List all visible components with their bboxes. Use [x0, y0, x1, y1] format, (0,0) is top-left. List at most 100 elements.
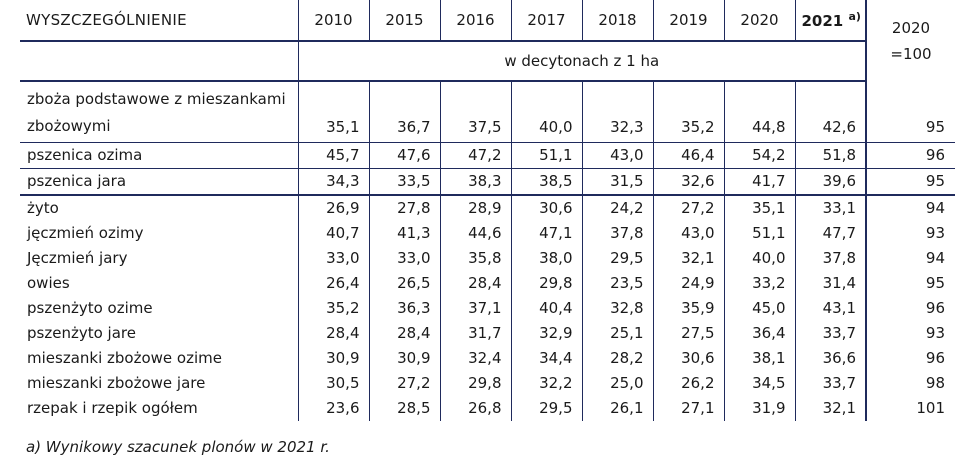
row-value: 45,0: [723, 296, 795, 321]
row-value: 24,2: [581, 195, 653, 221]
row-name: pszenica ozima: [20, 142, 298, 169]
table-row: mieszanki zbożowe jare 30,5 27,2 29,8 32,2 25…: [20, 371, 955, 396]
row-name: pszenżyto ozime: [27, 299, 153, 317]
row-value: 30,6: [652, 346, 724, 371]
row-index: 95: [866, 168, 955, 196]
row-value: 34,4: [510, 346, 582, 371]
header-year: 2017: [510, 0, 582, 42]
row-value: 24,9: [652, 271, 724, 296]
row-value: 27,1: [652, 396, 724, 421]
row-value: 23,6: [297, 396, 369, 421]
row-name: zboża podstawowe z mieszankami zbożowymi: [20, 81, 298, 143]
row-value: 32,3: [581, 81, 653, 143]
row-value: 34,3: [297, 168, 369, 196]
table-row: owies 26,4 26,5 28,4 29,8 23,5 24,9 33,2 31,4 95: [20, 271, 955, 296]
row-value: 35,1: [297, 81, 369, 143]
row-name: Jęczmień jary: [27, 249, 128, 267]
row-value: 26,4: [297, 271, 369, 296]
row-index: 93: [925, 324, 945, 342]
row-value: 38,0: [510, 246, 582, 271]
row-value: 29,8: [510, 271, 582, 296]
header-year: 2018: [581, 0, 653, 42]
row-value: 33,5: [368, 168, 440, 196]
row-value: 39,6: [794, 168, 867, 196]
row-name: pszenżyto jare: [27, 324, 136, 342]
row-value: 33,0: [368, 246, 440, 271]
index-line1: 2020: [891, 18, 931, 37]
row-value: 35,1: [723, 195, 795, 221]
row-value: 35,8: [439, 246, 511, 271]
row-value: 36,4: [723, 321, 795, 346]
row-value: 47,7: [794, 221, 867, 246]
row-value: 28,4: [439, 271, 511, 296]
row-value: 51,1: [723, 221, 795, 246]
row-value: 47,2: [439, 142, 511, 169]
row-value: 32,2: [510, 371, 582, 396]
row-value: 43,0: [652, 221, 724, 246]
highlight-footnote-mark: a): [848, 10, 861, 23]
header-year: 2010: [297, 0, 369, 42]
row-value: 31,7: [439, 321, 511, 346]
row-value: 30,5: [297, 371, 369, 396]
row-value: 40,0: [723, 246, 795, 271]
row-value: 43,0: [581, 142, 653, 169]
row-value: 47,1: [510, 221, 582, 246]
row-value: 32,9: [510, 321, 582, 346]
row-value: 37,1: [439, 296, 511, 321]
row-value: 37,8: [794, 246, 867, 271]
table-body: zboża podstawowe z mieszankami zbożowymi…: [20, 81, 955, 421]
row-value: 54,2: [723, 142, 795, 169]
row-value: 26,2: [652, 371, 724, 396]
row-name: pszenica jara: [20, 168, 298, 196]
row-value: 33,7: [794, 321, 867, 346]
row-value: 26,9: [297, 195, 369, 221]
row-value: 40,4: [510, 296, 582, 321]
row-value: 42,6: [794, 81, 867, 143]
header-empty: [20, 41, 298, 82]
table-row: pszenica ozima 45,7 47,6 47,2 51,1 43,0 46,4 54…: [20, 142, 955, 169]
row-value: 28,9: [439, 195, 511, 221]
row-value: 37,5: [439, 81, 511, 143]
row-name: rzepak i rzepik ogółem: [27, 399, 198, 417]
row-index: 94: [925, 249, 945, 267]
row-value: 27,2: [652, 195, 724, 221]
row-index: 101: [916, 399, 945, 417]
table-row: zboża podstawowe z mieszankami zbożowymi…: [20, 81, 955, 143]
row-value: 38,1: [723, 346, 795, 371]
table-row: pszenica jara 34,3 33,5 38,3 38,5 31,5 32,6 41,…: [20, 168, 955, 196]
row-value: 31,5: [581, 168, 653, 196]
row-value: 31,4: [794, 271, 867, 296]
row-index: 95: [925, 274, 945, 292]
row-value: 38,5: [510, 168, 582, 196]
row-index: 96: [925, 349, 945, 367]
row-value: 36,3: [368, 296, 440, 321]
row-name: owies: [27, 274, 70, 292]
row-value: 35,2: [652, 81, 724, 143]
row-value: 44,6: [439, 221, 511, 246]
row-value: 40,7: [297, 221, 369, 246]
row-value: 30,9: [297, 346, 369, 371]
row-value: 26,8: [439, 396, 511, 421]
row-value: 31,9: [723, 396, 795, 421]
row-value: 33,1: [794, 195, 867, 221]
row-value: 44,8: [723, 81, 795, 143]
row-value: 40,0: [510, 81, 582, 143]
row-index: 98: [925, 374, 945, 392]
header-year: 2020: [723, 0, 795, 42]
row-value: 28,4: [368, 321, 440, 346]
row-name: mieszanki zbożowe ozime: [27, 349, 222, 367]
row-index: 95: [866, 81, 955, 143]
header-label: WYSZCZEGÓLNIENIE: [20, 0, 298, 42]
row-value: 32,4: [439, 346, 511, 371]
row-value: 28,4: [297, 321, 369, 346]
row-value: 45,7: [297, 142, 369, 169]
row-value: 26,1: [581, 396, 653, 421]
header-year: 2019: [652, 0, 724, 42]
table-row: jęczmień ozimy 40,7 41,3 44,6 47,1 37,8 43,0 51…: [20, 221, 955, 246]
row-value: 51,1: [510, 142, 582, 169]
row-value: 32,6: [652, 168, 724, 196]
row-value: 28,5: [368, 396, 440, 421]
header-index: 2020 =100: [865, 0, 955, 81]
table-row: mieszanki zbożowe ozime 30,9 30,9 32,4 34,4 2…: [20, 346, 955, 371]
row-value: 30,6: [510, 195, 582, 221]
